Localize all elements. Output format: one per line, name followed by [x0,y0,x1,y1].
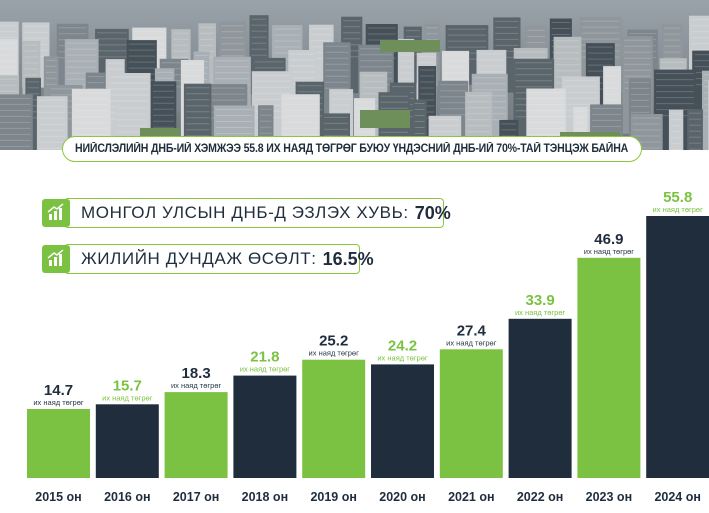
bar-5 [302,359,366,478]
building [687,109,703,150]
bar-unit-label: их наяд төгрөг [653,205,704,214]
avg-growth-stat: ЖИЛИЙН ДУНДАЖ ӨСӨЛТ: 16.5% [42,242,374,276]
year-tick-label: 2019 он [310,490,356,504]
bar-value-label: 55.8 [663,189,692,206]
city-photo-banner [0,0,709,150]
bar-value-label: 15.7 [113,377,142,394]
bar-unit-label: их наяд төгрөг [584,247,635,256]
year-tick-label: 2024 он [654,490,700,504]
building [0,94,33,150]
bar-value-label: 46.9 [594,231,623,248]
headline-banner: НИЙСЛЭЛИЙН ДНБ-ИЙ ХЭМЖЭЭ 55.8 ИХ НАЯД ТӨ… [62,136,642,162]
park-area [380,40,440,52]
bar-value-label: 21.8 [250,349,279,366]
bar-4 [233,375,297,478]
bar-3 [164,392,228,478]
bar-value-label: 24.2 [388,337,417,354]
bar-chart-growth-icon [42,245,70,273]
bar-10 [646,216,709,478]
bar-unit-label: их наяд төгрөг [33,398,84,407]
year-tick-label: 2022 он [517,490,563,504]
park-area [360,110,410,128]
bar-2 [95,404,159,478]
park-area [140,128,180,138]
bar-value-label: 27.4 [457,322,487,339]
gdp-share-pill: МОНГОЛ УЛСЫН ДНБ-Д ЭЗЛЭХ ХУВЬ: 70% [64,198,451,228]
avg-growth-label: ЖИЛИЙН ДУНДАЖ ӨСӨЛТ: [81,249,317,268]
headline-text: НИЙСЛЭЛИЙН ДНБ-ИЙ ХЭМЖЭЭ 55.8 ИХ НАЯД ТӨ… [75,143,629,155]
bar-unit-label: их наяд төгрөг [309,349,360,358]
bar-value-label: 14.7 [44,382,73,399]
gdp-share-value: 70% [414,202,451,223]
year-tick-label: 2020 он [379,490,425,504]
year-tick-label: 2015 он [35,490,81,504]
gdp-share-label: МОНГОЛ УЛСЫН ДНБ-Д ЭЗЛЭХ ХУВЬ: [81,203,409,222]
building [36,96,68,150]
bar-unit-label: их наяд төгрөг [102,393,153,402]
bar-8 [508,318,572,478]
building [668,109,684,150]
bar-value-label: 18.3 [181,365,210,382]
bar-9 [577,257,641,478]
bar-1 [27,409,90,478]
year-tick-label: 2016 он [104,490,150,504]
bar-value-label: 33.9 [525,292,554,309]
bar-7 [439,349,503,478]
building [702,70,709,150]
year-tick-label: 2021 он [448,490,494,504]
avg-growth-pill: ЖИЛИЙН ДУНДАЖ ӨСӨЛТ: 16.5% [64,244,374,274]
year-tick-label: 2018 он [242,490,288,504]
bar-unit-label: их наяд төгрөг [171,381,222,390]
year-tick-label: 2017 он [173,490,219,504]
bar-unit-label: их наяд төгрөг [377,353,428,362]
bar-6 [371,364,434,478]
year-tick-label: 2023 он [586,490,632,504]
bar-chart-growth-icon [42,199,70,227]
gdp-share-stat: МОНГОЛ УЛСЫН ДНБ-Д ЭЗЛЭХ ХУВЬ: 70% [42,196,451,230]
avg-growth-value: 16.5% [322,248,374,269]
bar-unit-label: их наяд төгрөг [240,365,291,374]
bar-unit-label: их наяд төгрөг [515,308,566,317]
bar-unit-label: их наяд төгрөг [446,338,497,347]
bar-value-label: 25.2 [319,333,348,350]
